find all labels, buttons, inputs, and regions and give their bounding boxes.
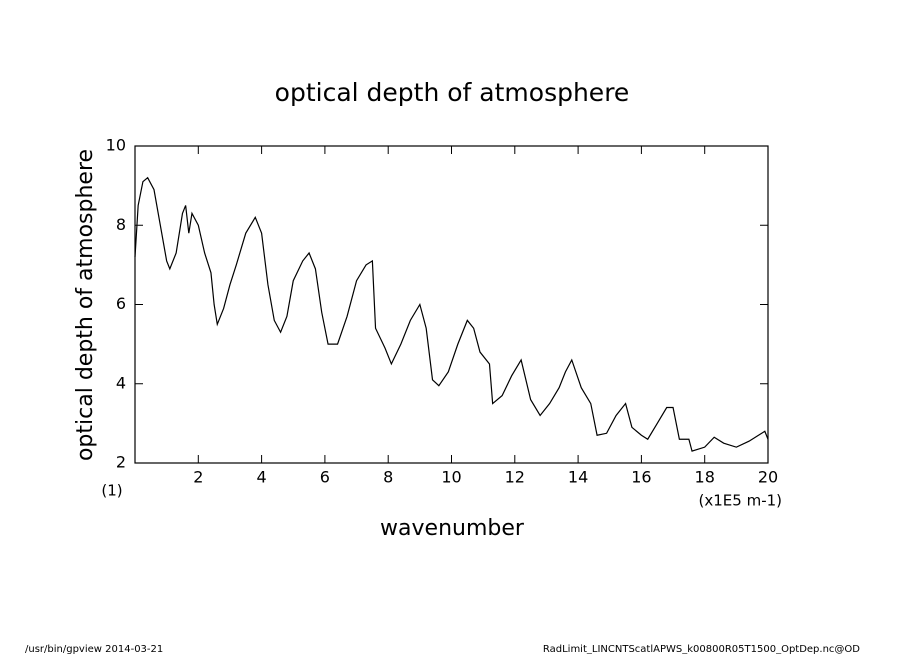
x-tick-label: 8 xyxy=(383,468,393,487)
x-tick-label: 18 xyxy=(695,468,715,487)
y-tick-label: 8 xyxy=(116,215,126,234)
y-unit: (1) xyxy=(101,482,122,500)
footer-right: RadLimit_LINCNTScatlAPWS_k00800R05T1500_… xyxy=(543,644,860,654)
x-axis-label: wavenumber xyxy=(380,516,525,541)
y-tick-label: 4 xyxy=(116,373,126,392)
plot-frame xyxy=(134,145,769,464)
chart-title: optical depth of atmosphere xyxy=(275,78,630,107)
footer-left: /usr/bin/gpview 2014-03-21 xyxy=(25,644,163,654)
x-tick-label: 16 xyxy=(631,468,651,487)
x-tick-label: 14 xyxy=(568,468,588,487)
y-tick-label: 2 xyxy=(116,453,126,472)
x-tick-label: 20 xyxy=(758,468,778,487)
data-line xyxy=(134,176,769,452)
x-tick-label: 12 xyxy=(505,468,525,487)
y-axis-label: optical depth of atmosphere xyxy=(73,149,98,461)
x-tick-label: 6 xyxy=(320,468,330,487)
x-tick-label: 10 xyxy=(441,468,461,487)
x-tick-label: 4 xyxy=(257,468,267,487)
x-tick-label: 2 xyxy=(193,468,203,487)
x-unit: (x1E5 m-1) xyxy=(699,492,782,510)
y-tick-label: 6 xyxy=(116,294,126,313)
y-tick-label: 10 xyxy=(106,136,126,155)
